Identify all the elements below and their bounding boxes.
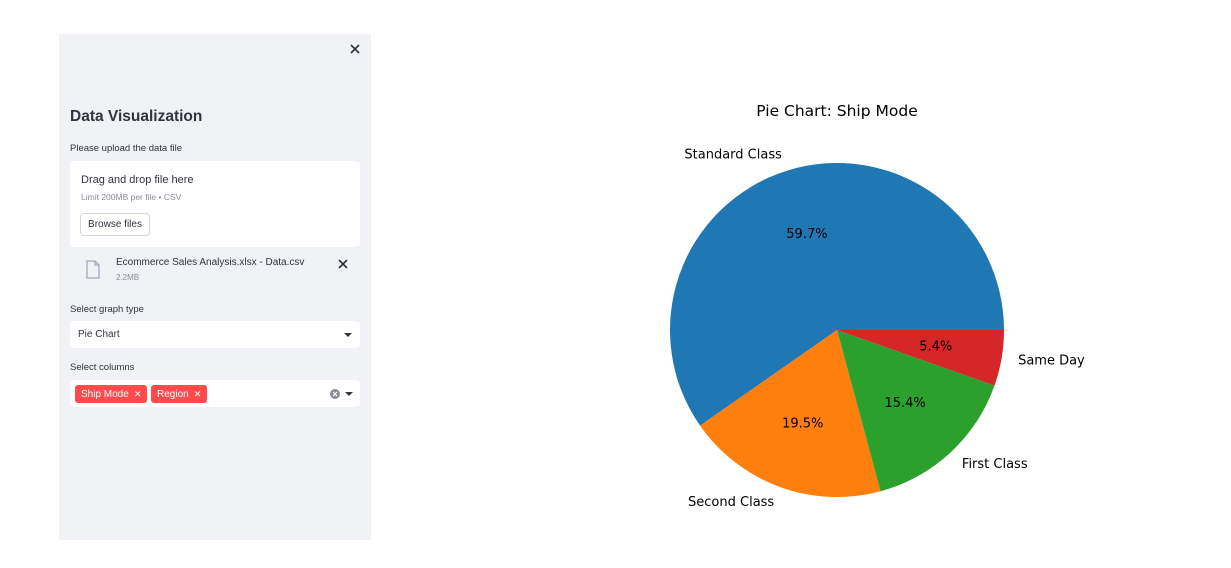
pie-category-label: Standard Class bbox=[684, 147, 782, 162]
graph-type-value: Pie Chart bbox=[78, 329, 120, 340]
browse-files-button[interactable]: Browse files bbox=[80, 213, 150, 236]
pie-percent-label: 15.4% bbox=[884, 396, 925, 411]
file-name: Ecommerce Sales Analysis.xlsx - Data.csv bbox=[116, 257, 305, 268]
sidebar: Data Visualization Please upload the dat… bbox=[59, 34, 371, 540]
pie-slice-first-class bbox=[837, 330, 995, 492]
close-icon[interactable] bbox=[346, 40, 364, 58]
uploaded-file-item: Ecommerce Sales Analysis.xlsx - Data.csv… bbox=[70, 250, 360, 288]
tag-region: Region ✕ bbox=[151, 385, 208, 403]
file-icon bbox=[86, 260, 100, 279]
sidebar-title: Data Visualization bbox=[70, 108, 203, 125]
upload-label: Please upload the data file bbox=[70, 143, 182, 154]
graph-type-label: Select graph type bbox=[70, 304, 144, 315]
chevron-down-icon[interactable] bbox=[344, 333, 352, 337]
pie-category-label: Second Class bbox=[688, 495, 774, 510]
tag-label: Region bbox=[157, 389, 189, 400]
pie-category-label: First Class bbox=[962, 457, 1028, 472]
file-dropzone[interactable]: Drag and drop file here Limit 200MB per … bbox=[70, 161, 360, 247]
dropzone-title: Drag and drop file here bbox=[81, 174, 194, 186]
dropzone-limit: Limit 200MB per file • CSV bbox=[81, 192, 182, 202]
remove-file-icon[interactable] bbox=[336, 257, 350, 271]
pie-percent-label: 5.4% bbox=[919, 339, 952, 354]
pie-category-label: Same Day bbox=[1018, 354, 1085, 369]
chart-title: Pie Chart: Ship Mode bbox=[756, 102, 918, 120]
pie-slice-same-day bbox=[837, 330, 1004, 386]
tag-label: Ship Mode bbox=[81, 389, 129, 400]
pie-percent-label: 19.5% bbox=[782, 417, 823, 432]
pie-percent-label: 59.7% bbox=[786, 227, 827, 242]
pie-slice-second-class bbox=[700, 330, 881, 497]
tag-ship-mode: Ship Mode ✕ bbox=[75, 385, 148, 403]
pie-slice-standard-class bbox=[669, 163, 1005, 426]
columns-multiselect[interactable]: Ship Mode ✕ Region ✕ bbox=[70, 380, 360, 407]
clear-all-icon[interactable] bbox=[330, 389, 340, 399]
file-size: 2.2MB bbox=[116, 273, 140, 282]
columns-label: Select columns bbox=[70, 362, 135, 373]
chevron-down-icon[interactable] bbox=[345, 392, 353, 396]
remove-tag-icon[interactable]: ✕ bbox=[193, 389, 202, 399]
graph-type-select[interactable]: Pie Chart bbox=[70, 321, 360, 348]
remove-tag-icon[interactable]: ✕ bbox=[133, 389, 142, 399]
